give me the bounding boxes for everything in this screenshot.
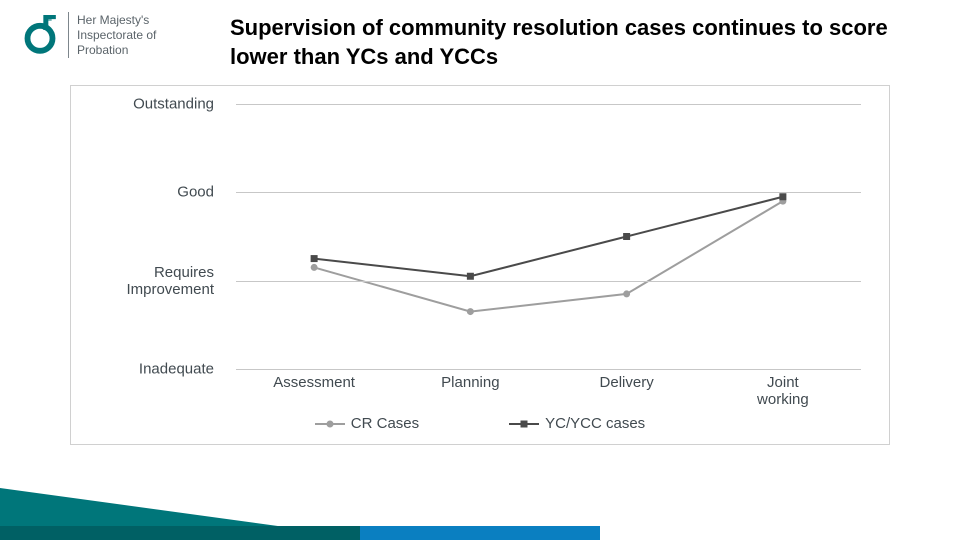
chart-plot-area bbox=[236, 104, 861, 369]
footer-triangle bbox=[0, 488, 380, 540]
y-axis-label: Inadequate bbox=[139, 360, 214, 377]
series-marker bbox=[467, 308, 474, 315]
brand-line1: Her Majesty's bbox=[77, 13, 156, 28]
gridline bbox=[236, 369, 861, 370]
y-axis-label: Good bbox=[177, 184, 214, 201]
series-marker bbox=[311, 255, 318, 262]
probation-logo-icon bbox=[20, 15, 60, 55]
y-axis-label: RequiresImprovement bbox=[126, 263, 214, 298]
footer-bar-blue bbox=[360, 526, 600, 540]
brand-line3: Probation bbox=[77, 43, 156, 58]
series-marker bbox=[779, 193, 786, 200]
slide-title: Supervision of community resolution case… bbox=[230, 14, 910, 71]
brand-text: Her Majesty's Inspectorate of Probation bbox=[77, 13, 156, 58]
gridline bbox=[236, 104, 861, 105]
series-marker bbox=[623, 290, 630, 297]
x-axis-label: Delivery bbox=[600, 374, 654, 391]
gridline bbox=[236, 281, 861, 282]
chart-container: Inadequate RequiresImprovement Good Outstan… bbox=[70, 85, 890, 445]
brand-line2: Inspectorate of bbox=[77, 28, 156, 43]
gridline bbox=[236, 192, 861, 193]
y-axis-label: Outstanding bbox=[133, 95, 214, 112]
series-marker bbox=[467, 273, 474, 280]
y-axis-labels: InadequateRequiresImprovementGoodOutstan… bbox=[71, 104, 226, 369]
chart-legend: CR Cases YC/YCC cases bbox=[71, 415, 889, 432]
series-marker bbox=[311, 264, 318, 271]
legend-swatch-icon bbox=[315, 423, 345, 425]
footer-bar-teal bbox=[0, 526, 360, 540]
x-axis-labels: AssessmentPlanningDeliveryJoint working bbox=[236, 374, 861, 398]
series-line bbox=[314, 197, 783, 277]
x-axis-label: Assessment bbox=[273, 374, 355, 391]
logo-divider bbox=[68, 12, 69, 58]
x-axis-label: Planning bbox=[441, 374, 499, 391]
legend-item: CR Cases bbox=[315, 415, 419, 432]
legend-item: YC/YCC cases bbox=[509, 415, 645, 432]
brand-block: Her Majesty's Inspectorate of Probation bbox=[20, 12, 156, 58]
slide: Her Majesty's Inspectorate of Probation … bbox=[0, 0, 960, 540]
legend-label: YC/YCC cases bbox=[545, 415, 645, 432]
chart-svg bbox=[236, 104, 861, 369]
series-marker bbox=[623, 233, 630, 240]
footer-decoration bbox=[0, 480, 960, 540]
x-axis-label: Joint working bbox=[744, 374, 822, 408]
legend-label: CR Cases bbox=[351, 415, 419, 432]
legend-swatch-icon bbox=[509, 423, 539, 425]
